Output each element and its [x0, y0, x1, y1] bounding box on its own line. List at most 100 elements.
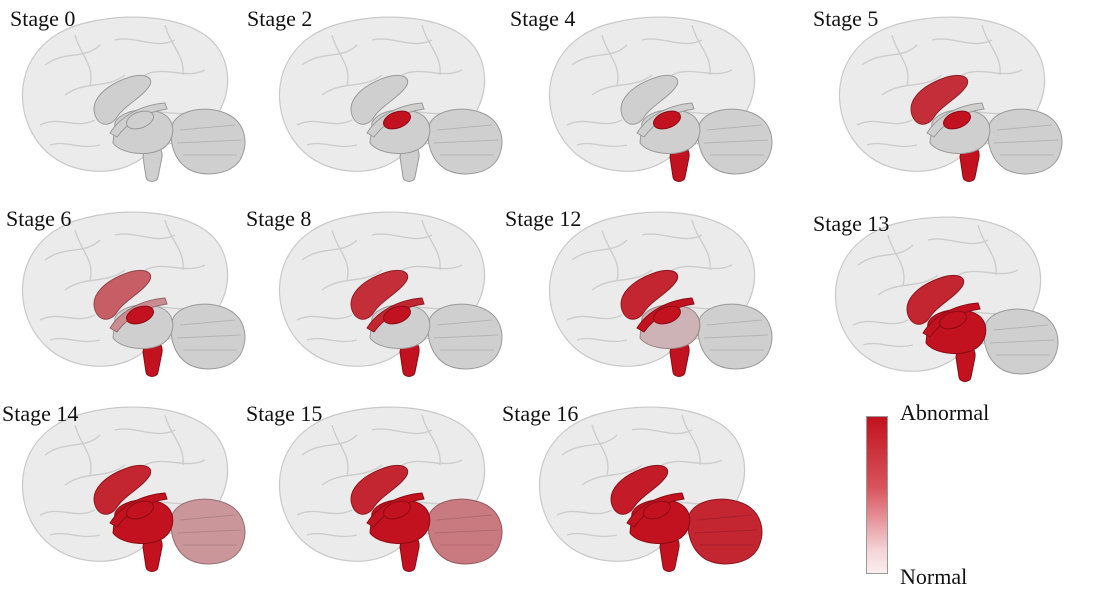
gyrus-line	[681, 414, 701, 466]
hippocampus-shape	[926, 102, 985, 138]
gyrus-line	[566, 532, 618, 538]
gyrus-line	[961, 69, 1023, 76]
stage-panel	[822, 5, 1092, 200]
caudate-shape	[93, 464, 152, 515]
gyrus-line	[977, 224, 997, 276]
hippocampus-shape	[109, 297, 168, 333]
cerebellum-fold	[703, 139, 769, 144]
gyrus-line	[887, 234, 905, 286]
cerebellum-fold	[989, 339, 1055, 344]
gyrus-line	[566, 314, 623, 321]
gyrus-line	[556, 509, 613, 516]
gyrus-line	[571, 44, 628, 66]
gyrus-line	[331, 229, 349, 281]
gyrus-line	[891, 34, 909, 86]
cerebellum-fold	[179, 319, 236, 326]
gyrus-line	[931, 38, 993, 45]
stage-panel	[5, 5, 275, 200]
stage-label: Stage 16	[502, 401, 579, 426]
putamen-shape	[126, 305, 154, 325]
gyrus-line	[857, 244, 914, 266]
gyrus-line	[601, 34, 619, 86]
stage-panel	[262, 200, 532, 395]
stage-panel	[5, 395, 275, 590]
cerebellum-fold	[176, 334, 242, 339]
gyrus-line	[641, 233, 703, 240]
gyrus-line	[421, 219, 441, 271]
gyrus-line	[74, 424, 92, 476]
gyrus-line	[331, 424, 349, 476]
gyrus-line	[164, 24, 184, 76]
caudate-shape	[620, 74, 679, 125]
cerebellum-fold	[433, 139, 499, 144]
brain-render	[538, 406, 763, 572]
gyrus-line	[49, 337, 101, 343]
cerebellum-fold	[433, 334, 499, 339]
stage-panel	[532, 5, 802, 200]
cerebellum-fold	[436, 514, 493, 521]
stage-label: Stage 12	[505, 206, 582, 231]
gyrus-line	[601, 229, 619, 281]
gyrus-line	[561, 434, 618, 456]
caudate-shape	[620, 269, 679, 320]
gyrus-line	[877, 274, 939, 296]
putamen-shape	[943, 110, 971, 130]
putamen-shape	[383, 110, 411, 130]
gyrus-line	[371, 428, 433, 435]
stage-panel	[5, 200, 275, 395]
caudate-shape	[93, 269, 152, 320]
gyrus-line	[321, 464, 383, 486]
gyrus-line	[421, 414, 441, 466]
gyrus-line	[401, 264, 463, 271]
gyrus-line	[981, 24, 1001, 76]
stage-panel	[522, 395, 792, 590]
gyrus-line	[856, 119, 913, 126]
colorbar-gradient	[866, 416, 888, 574]
cerebellum-fold	[706, 319, 763, 326]
caudate-shape	[350, 269, 409, 320]
gyrus-line	[44, 239, 101, 261]
stage-panel	[262, 5, 532, 200]
gyrus-line	[49, 142, 101, 148]
stage-panel	[818, 205, 1088, 400]
brain-render	[21, 16, 246, 182]
cerebellum-fold	[176, 529, 242, 534]
gyrus-line	[64, 74, 126, 96]
stage-label: Stage 4	[510, 6, 576, 31]
brain-render	[838, 16, 1063, 182]
gyrus-line	[401, 69, 463, 76]
gyrus-line	[691, 219, 711, 271]
cerebellum-fold	[436, 124, 493, 131]
gyrus-line	[321, 74, 383, 96]
cerebellum-fold	[433, 529, 499, 534]
stage-panel	[262, 395, 532, 590]
gyrus-line	[301, 239, 358, 261]
putamen-shape	[643, 500, 671, 520]
brain-render	[834, 216, 1059, 382]
gyrus-line	[371, 38, 433, 45]
gyrus-line	[881, 74, 943, 96]
stage-label: Stage 8	[246, 206, 312, 231]
gyrus-line	[371, 233, 433, 240]
putamen-shape	[383, 500, 411, 520]
gyrus-line	[661, 459, 723, 466]
brain-render	[278, 211, 503, 377]
cerebellum-fold	[693, 529, 759, 534]
stage-label: Stage 0	[10, 6, 76, 31]
stage-label: Stage 13	[813, 211, 890, 236]
gyrus-line	[671, 69, 733, 76]
caudate-shape	[93, 74, 152, 125]
caudate-shape	[350, 464, 409, 515]
gyrus-line	[306, 142, 358, 148]
stage-label: Stage 2	[247, 6, 313, 31]
gyrus-line	[39, 119, 96, 126]
gyrus-line	[74, 34, 92, 86]
stage-label: Stage 5	[813, 6, 879, 31]
gyrus-line	[114, 428, 176, 435]
gyrus-line	[957, 269, 1019, 276]
cerebellum-fold	[703, 334, 769, 339]
gyrus-line	[321, 269, 383, 291]
gyrus-line	[641, 38, 703, 45]
gyrus-line	[164, 219, 184, 271]
putamen-shape	[126, 110, 154, 130]
